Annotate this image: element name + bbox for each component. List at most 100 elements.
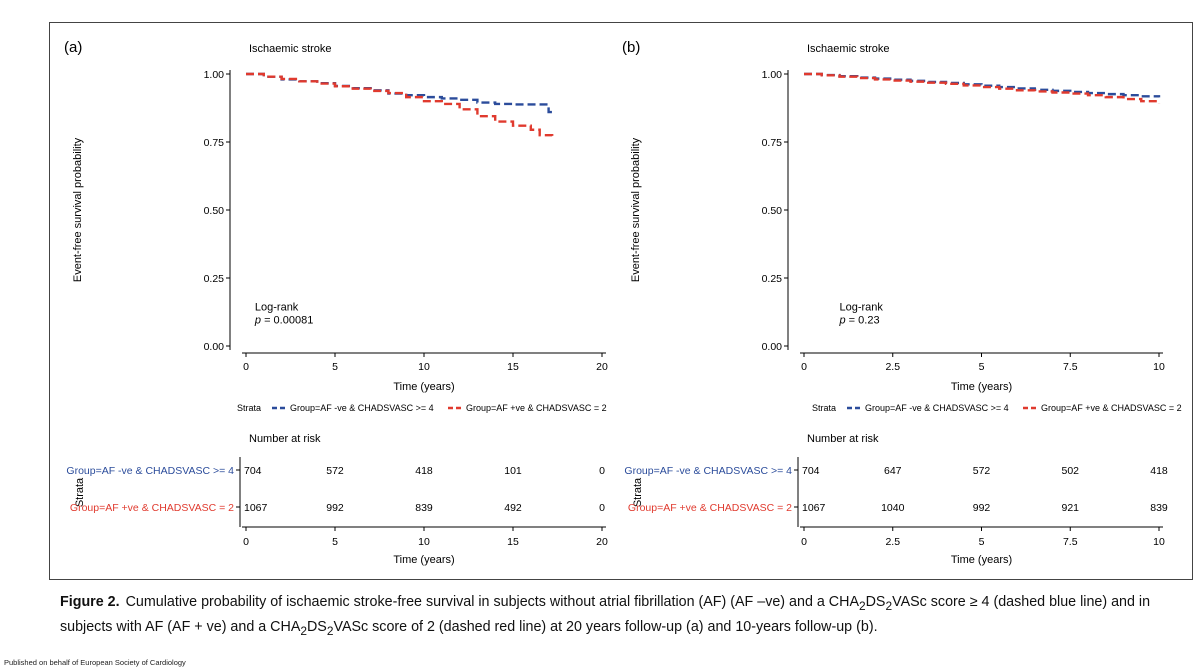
risk-cell: 101 <box>504 465 522 477</box>
risk-table-x-tick-label: 10 <box>1153 536 1165 548</box>
risk-table-strata-label: Strata <box>74 477 86 507</box>
x-axis-label: Time (years) <box>393 381 454 393</box>
x-tick-label: 0 <box>801 361 807 373</box>
risk-cell: 502 <box>1061 465 1079 477</box>
legend: Strata Group=AF -ve & CHADSVASC >= 4 Group… <box>237 403 607 413</box>
risk-cell: 647 <box>884 465 902 477</box>
y-tick-label: 0.50 <box>762 205 783 217</box>
risk-cell: 0 <box>599 465 605 477</box>
y-tick-label: 0.75 <box>204 137 225 149</box>
caption-label: Figure 2. <box>60 594 120 610</box>
caption-text-2: DS <box>865 594 886 610</box>
risk-cell: 1067 <box>244 502 268 514</box>
p-value: p = 0.23 <box>839 315 880 327</box>
y-tick-label: 0.00 <box>762 341 783 353</box>
x-tick-label: 10 <box>1153 361 1165 373</box>
y-axis-label: Event-free survival probability <box>630 137 642 282</box>
y-tick-label: 0.00 <box>204 341 225 353</box>
panel-label: (b) <box>622 39 640 56</box>
risk-table-title: Number at risk <box>807 433 879 445</box>
risk-cell: 572 <box>326 465 344 477</box>
caption-text-1: Cumulative probability of ischaemic stro… <box>125 594 859 610</box>
legend-item: Group=AF +ve & CHADSVASC = 2 <box>1041 403 1182 413</box>
series-line-af-positive <box>246 72 554 137</box>
risk-cell: 992 <box>973 502 991 514</box>
y-tick-label: 0.25 <box>762 273 783 285</box>
risk-cell: 921 <box>1061 502 1079 514</box>
y-tick-label: 1.00 <box>762 69 783 81</box>
risk-row-name: Group=AF +ve & CHADSVASC = 2 <box>628 502 792 514</box>
x-tick-label: 15 <box>507 361 519 373</box>
x-tick-label: 20 <box>596 361 608 373</box>
caption-sub-1: 2 <box>858 598 866 613</box>
risk-cell: 418 <box>1150 465 1168 477</box>
publisher-note: Published on behalf of European Society … <box>4 658 186 667</box>
risk-cell: 704 <box>802 465 820 477</box>
x-tick-label: 5 <box>332 361 338 373</box>
x-tick-label: 10 <box>418 361 430 373</box>
figure-caption: Figure 2. Cumulative probability of ischa… <box>60 592 1195 642</box>
risk-cell: 572 <box>973 465 991 477</box>
figure-frame: (a) Ischaemic stroke 0.00 0.25 0.50 0.75 1.00 E… <box>49 22 1193 580</box>
caption-text-5: VASc score of 2 (dashed red line) at 20 … <box>333 618 878 635</box>
risk-row-name: Group=AF -ve & CHADSVASC >= 4 <box>66 465 234 477</box>
p-symbol: p <box>254 315 261 327</box>
risk-table-strata-label: Strata <box>632 477 644 507</box>
risk-cell: 1067 <box>802 502 826 514</box>
legend: Strata Group=AF -ve & CHADSVASC >= 4 Group… <box>812 403 1182 413</box>
caption-text-4: DS <box>306 618 327 635</box>
risk-cell: 992 <box>326 502 344 514</box>
caption-text-3: VASc score ≥ 4 (dashed blue line) and in… <box>60 594 1151 635</box>
risk-table-x-tick-label: 5 <box>332 536 338 548</box>
legend-item: Group=AF -ve & CHADSVASC >= 4 <box>290 403 434 413</box>
x-tick-label: 0 <box>243 361 249 373</box>
risk-table-x-tick-label: 2.5 <box>885 536 900 548</box>
panel-b: (b) Ischaemic stroke 0.00 0.25 0.50 0.75 1.00 E… <box>622 39 1182 566</box>
risk-table-x-tick-label: 15 <box>507 536 519 548</box>
risk-cell: 1040 <box>881 502 905 514</box>
logrank-label: Log-rank <box>255 302 299 314</box>
y-tick-label: 1.00 <box>204 69 225 81</box>
panel-a: (a) Ischaemic stroke 0.00 0.25 0.50 0.75 1.00 E… <box>64 39 608 566</box>
caption-sub-2: 2 <box>885 598 893 613</box>
logrank-label: Log-rank <box>840 302 884 314</box>
legend-item: Group=AF +ve & CHADSVASC = 2 <box>466 403 607 413</box>
risk-table-x-tick-label: 0 <box>801 536 807 548</box>
p-value-number: = 0.00081 <box>261 315 313 327</box>
risk-cell: 492 <box>504 502 522 514</box>
caption-sub-4: 2 <box>326 623 334 638</box>
risk-cell: 704 <box>244 465 262 477</box>
legend-title: Strata <box>237 403 261 413</box>
p-value-number: = 0.23 <box>846 315 880 327</box>
p-value: p = 0.00081 <box>254 315 313 327</box>
risk-table-x-tick-label: 5 <box>979 536 985 548</box>
y-tick-label: 0.50 <box>204 205 225 217</box>
risk-table-x-tick-label: 20 <box>596 536 608 548</box>
risk-cell: 0 <box>599 502 605 514</box>
risk-cell: 839 <box>415 502 433 514</box>
risk-table-x-tick-label: 10 <box>418 536 430 548</box>
risk-table-x-axis-label: Time (years) <box>393 554 454 566</box>
figure-svg: (a) Ischaemic stroke 0.00 0.25 0.50 0.75 1.00 E… <box>64 39 1182 566</box>
risk-cell: 418 <box>415 465 433 477</box>
y-tick-label: 0.75 <box>762 137 783 149</box>
y-tick-label: 0.25 <box>204 273 225 285</box>
x-tick-label: 7.5 <box>1063 361 1078 373</box>
panel-label: (a) <box>64 39 82 56</box>
risk-row-name: Group=AF -ve & CHADSVASC >= 4 <box>624 465 792 477</box>
risk-table-x-axis-label: Time (years) <box>951 554 1012 566</box>
chart-title: Ischaemic stroke <box>807 43 890 55</box>
x-tick-label: 5 <box>979 361 985 373</box>
series-line-af-positive <box>804 72 1161 104</box>
legend-item: Group=AF -ve & CHADSVASC >= 4 <box>865 403 1009 413</box>
p-symbol: p <box>839 315 846 327</box>
x-tick-label: 2.5 <box>885 361 900 373</box>
caption-sub-3: 2 <box>300 623 307 638</box>
risk-table-title: Number at risk <box>249 433 321 445</box>
y-axis-label: Event-free survival probability <box>72 137 84 282</box>
risk-cell: 839 <box>1150 502 1168 514</box>
legend-title: Strata <box>812 403 836 413</box>
risk-row-name: Group=AF +ve & CHADSVASC = 2 <box>70 502 234 514</box>
